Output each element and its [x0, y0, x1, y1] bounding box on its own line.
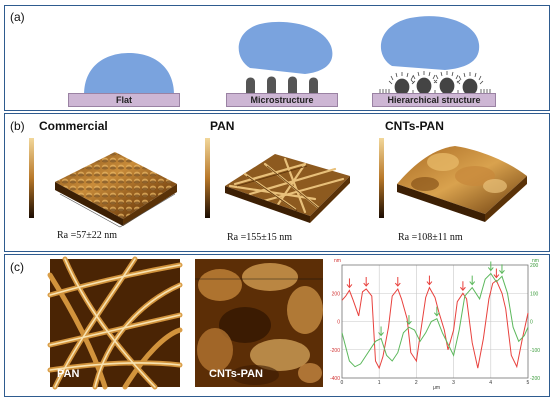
droplet-flat — [84, 53, 174, 95]
peak-arrow-head — [363, 282, 370, 287]
image-label-cnts-pan: CNTs-PAN — [209, 368, 263, 380]
profile-line-green — [341, 272, 529, 368]
chart-arrows — [346, 261, 505, 337]
x-axis-label: μm — [433, 385, 440, 391]
peak-arrow-head — [493, 274, 500, 279]
afm-2d-pan — [47, 256, 183, 390]
y-tick-label-right: 100 — [530, 291, 539, 297]
x-tick-label: 2 — [415, 380, 418, 386]
y-tick-label-left: -400 — [330, 376, 340, 382]
x-tick-label: 0 — [341, 380, 344, 386]
substrate-microstructure: Microstructure — [226, 93, 338, 107]
panel-a-label: (a) — [10, 10, 25, 24]
colorbar-cnts-pan — [379, 138, 384, 218]
peak-arrow-head — [406, 320, 412, 325]
peak-arrow — [460, 281, 466, 292]
substrate-hierarchical: Hierarchical structure — [372, 93, 496, 107]
peak-arrow-head — [469, 281, 476, 286]
y-tick-label-left: -200 — [330, 348, 340, 354]
y-tick-label-right: 200 — [530, 263, 539, 269]
afm-2d-cnts-pan — [195, 259, 323, 387]
micro-pillars — [246, 76, 318, 95]
hierarchical-pillars — [379, 71, 491, 96]
peak-arrow — [406, 315, 412, 325]
chart-ticks: 0 1 2 3 4 5 200 0 -200 -400 200 100 0 -100 -200 — [330, 263, 540, 386]
wetting-schematic-drawing — [84, 16, 491, 96]
peak-arrow — [363, 277, 370, 287]
peak-arrow-head — [378, 332, 384, 337]
ra-cnts-pan: Ra =108±11 nm — [398, 232, 463, 243]
peak-arrow-head — [433, 312, 440, 317]
peak-arrow — [378, 326, 384, 337]
x-tick-label: 5 — [527, 380, 530, 386]
y-tick-label-right: -200 — [530, 376, 540, 382]
panel-a-wetting-schematic: (a) Flat Microstructure Hierarchical str… — [4, 5, 550, 111]
afm-surface-pan — [225, 154, 350, 223]
y-tick-label-right: 0 — [530, 320, 533, 326]
x-tick-label: 1 — [378, 380, 381, 386]
peak-arrow — [487, 261, 494, 272]
colorbar-commercial — [29, 138, 34, 218]
ra-commercial: Ra =57±22 nm — [57, 230, 118, 241]
droplet-microstructure — [238, 21, 333, 74]
droplet-hierarchical — [380, 16, 480, 70]
profile-line-red — [341, 279, 529, 370]
afm-3d-images — [29, 138, 527, 228]
y-tick-label-right: -100 — [530, 348, 540, 354]
substrate-flat: Flat — [68, 93, 180, 107]
panel-c-label: (c) — [10, 260, 24, 274]
chart-grid — [341, 265, 529, 379]
afm-title-commercial: Commercial — [39, 119, 108, 133]
panel-c-afm-2d-and-profiles: (c) — [4, 254, 550, 397]
afm-title-pan: PAN — [210, 119, 235, 133]
chart-frame — [341, 264, 529, 379]
afm-title-cnts-pan: CNTs-PAN — [385, 119, 444, 133]
colorbar-pan — [205, 138, 210, 218]
panel-b-afm-3d: (b) Commercial PAN CNTs-PAN — [4, 113, 550, 252]
afm-surface-commercial — [55, 152, 177, 228]
y-tick-label-left: 200 — [332, 291, 341, 297]
peak-arrow — [493, 268, 500, 279]
peak-arrow — [499, 264, 505, 275]
image-label-pan: PAN — [57, 368, 80, 380]
peak-arrow-head — [487, 267, 494, 272]
panel-b-label: (b) — [10, 119, 25, 133]
peak-arrow — [433, 306, 440, 317]
peak-arrow — [394, 277, 401, 287]
x-tick-label: 4 — [489, 380, 492, 386]
peak-arrow — [346, 278, 353, 289]
peak-arrow-head — [460, 286, 466, 292]
peak-arrow-head — [499, 269, 505, 275]
ra-pan: Ra =155±15 nm — [227, 232, 293, 243]
peak-arrow-head — [394, 282, 401, 287]
x-tick-label: 3 — [452, 380, 455, 386]
afm-surface-cnts-pan — [397, 146, 527, 222]
y-tick-label-left: 0 — [337, 320, 340, 326]
y-axis-label-left: nm — [334, 258, 341, 264]
y-axis-label-right: nm — [532, 258, 539, 264]
peak-arrow-head — [346, 284, 353, 289]
afm-2d-images — [47, 256, 323, 390]
peak-arrow-head — [426, 281, 433, 286]
peak-arrow — [469, 275, 476, 286]
chart-series — [341, 272, 529, 370]
peak-arrow — [426, 275, 433, 286]
